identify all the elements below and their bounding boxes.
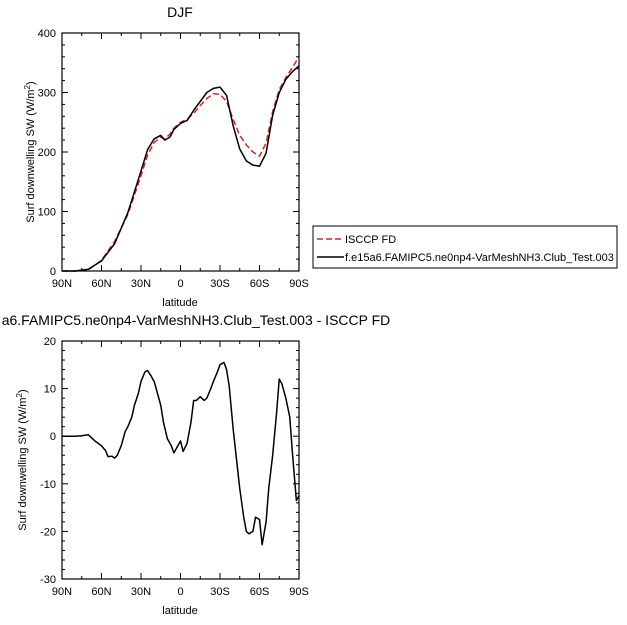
bottom-panel-xlabel: latitude: [162, 605, 197, 617]
y-tick-label: -10: [40, 479, 56, 491]
legend-box: [312, 225, 618, 269]
x-tick-label: 0: [177, 278, 183, 290]
top-panel: DJF 90N 60N 30N 0 30S 60S 90S 0 100 200 300 400 lat…: [23, 4, 309, 309]
x-tick-label: 30N: [131, 586, 151, 598]
x-tick-label: 90N: [52, 278, 72, 290]
y-tick-label: 200: [38, 147, 56, 159]
x-tick-label: 30S: [210, 586, 230, 598]
series-line-1-0: [62, 361, 300, 546]
x-tick-label: 60S: [250, 586, 270, 598]
x-tick-label: 90N: [52, 586, 72, 598]
legend-label-isccp: ISCCP FD: [345, 234, 396, 246]
bottom-panel-frame: [61, 340, 300, 580]
bottom-panel-title: a6.FAMIPC5.ne0np4-VarMeshNH3.Club_Test.0…: [2, 312, 391, 328]
x-tick-label: 30N: [131, 278, 151, 290]
y-tick-label: 400: [38, 28, 56, 40]
y-tick-label: 0: [50, 431, 56, 443]
top-panel-series-lines: [62, 56, 300, 272]
legend: ISCCP FD f.e15a6.FAMIPC5.ne0np4-VarMeshN…: [312, 225, 618, 269]
top-panel-ticks: 90N 60N 30N 0 30S 60S 90S 0 100 200 300 400: [38, 28, 309, 290]
x-tick-label: 60N: [91, 278, 111, 290]
bottom-panel-series-lines: [62, 361, 300, 546]
x-tick-label: 30S: [210, 278, 230, 290]
bottom-panel-ylabel: Surf downwelling SW (W/m2): [15, 389, 29, 530]
series-line-0-1: [62, 65, 300, 272]
x-tick-label: 60S: [250, 278, 270, 290]
x-tick-label: 0: [177, 586, 183, 598]
top-panel-title: DJF: [167, 4, 193, 20]
top-panel-ylabel: Surf downwelling SW (W/m2): [23, 81, 37, 222]
y-tick-label: -20: [40, 526, 56, 538]
y-tick-label: 100: [38, 207, 56, 219]
y-tick-label: 300: [38, 88, 56, 100]
legend-label-model: f.e15a6.FAMIPC5.ne0np4-VarMeshNH3.Club_T…: [345, 252, 614, 264]
y-tick-label: 10: [44, 384, 56, 396]
y-tick-label: 20: [44, 336, 56, 348]
bottom-panel: a6.FAMIPC5.ne0np4-VarMeshNH3.Club_Test.0…: [2, 312, 391, 617]
bottom-panel-ticks: 90N 60N 30N 0 30S 60S 90S -30 -20 -10 0 10 20: [40, 336, 309, 598]
y-tick-label: 0: [50, 266, 56, 278]
x-tick-label: 90S: [289, 586, 309, 598]
series-line-0-0: [62, 56, 300, 272]
y-tick-label: -30: [40, 574, 56, 586]
x-tick-label: 90S: [289, 278, 309, 290]
top-panel-frame: [61, 32, 300, 272]
x-tick-label: 60N: [91, 586, 111, 598]
top-panel-xlabel: latitude: [162, 297, 197, 309]
